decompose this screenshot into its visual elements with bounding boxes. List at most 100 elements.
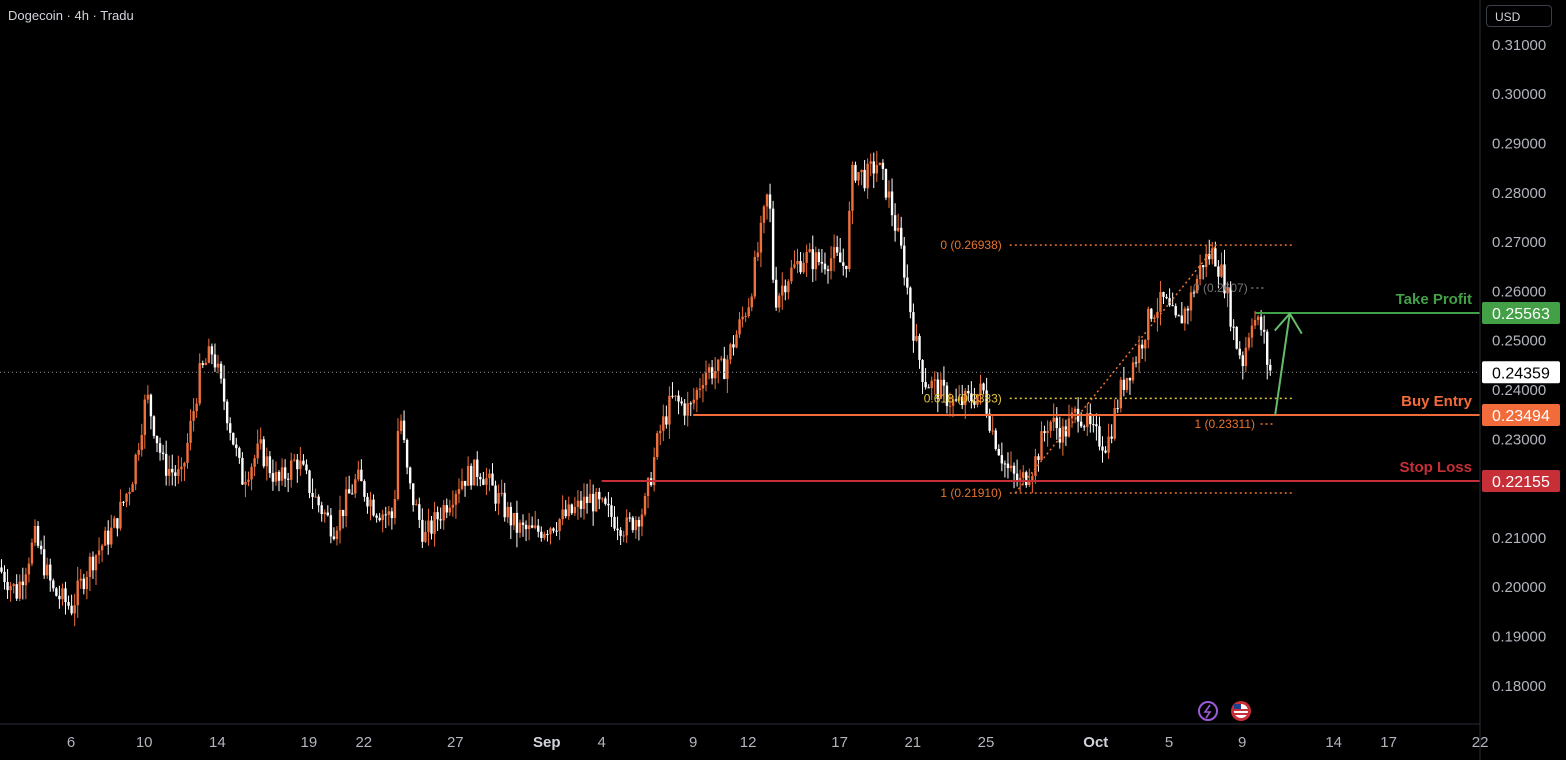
candle-body — [1232, 326, 1235, 328]
candle-body — [1116, 408, 1119, 410]
candle-body — [399, 420, 403, 431]
candle-body — [283, 467, 287, 479]
x-tick-label: 10 — [136, 734, 153, 751]
candle-body — [436, 512, 439, 520]
candle-body — [171, 468, 174, 473]
candle-body — [1101, 446, 1104, 451]
candle-body — [347, 489, 351, 494]
candle-body — [1040, 431, 1043, 461]
candle-body — [1095, 424, 1098, 427]
candle-body — [229, 423, 232, 433]
candle-body — [729, 344, 732, 360]
candle-body — [820, 262, 824, 264]
candle-body — [896, 227, 900, 231]
candle-body — [759, 222, 763, 253]
candle-body — [756, 252, 760, 258]
candle-body — [463, 480, 467, 486]
candle-body — [448, 507, 452, 513]
candle-body — [457, 489, 461, 494]
candle-body — [677, 395, 680, 402]
candle-body — [369, 499, 372, 507]
candle-body — [1058, 428, 1062, 443]
candle-body — [268, 456, 272, 474]
candle-body — [1226, 287, 1229, 294]
candle-body — [299, 460, 302, 470]
candle-body — [207, 346, 211, 363]
candle-body — [225, 401, 229, 424]
candle-body — [973, 401, 976, 405]
fib2-level-label: 0 (0.2607) — [1193, 281, 1248, 295]
candle-body — [1186, 308, 1190, 311]
candle-body — [427, 520, 430, 532]
candle-body — [811, 249, 814, 270]
candle-body — [1150, 308, 1153, 319]
candle-body — [1198, 265, 1202, 280]
candle-body — [454, 493, 458, 505]
candle-body — [628, 517, 631, 519]
level-name-label: Take Profit — [1396, 291, 1472, 308]
candle-body — [790, 267, 793, 282]
candle-body — [909, 287, 912, 313]
y-tick-label: 0.30000 — [1492, 86, 1546, 103]
candle-body — [857, 172, 860, 181]
candle-body — [640, 514, 644, 527]
candle-body — [33, 525, 37, 543]
candle-body — [829, 258, 833, 271]
x-tick-label: 17 — [1380, 734, 1397, 751]
candle-body — [866, 163, 869, 189]
candle-body — [317, 496, 320, 506]
candle-body — [579, 500, 583, 509]
candle-body — [119, 501, 122, 529]
candle-body — [393, 499, 397, 519]
candle-body — [567, 504, 570, 517]
current-price-tag — [1482, 361, 1560, 384]
candle-body — [613, 516, 616, 529]
candle-body — [335, 530, 339, 540]
candle-body — [1049, 421, 1052, 431]
candle-body — [274, 471, 278, 482]
candle-body — [445, 505, 448, 513]
candle-body — [1214, 248, 1217, 267]
candle-body — [363, 481, 366, 497]
candle-body — [305, 464, 308, 471]
candle-body — [555, 530, 558, 532]
candle-body — [814, 252, 818, 270]
y-tick-label: 0.20000 — [1492, 579, 1546, 596]
candle-body — [808, 249, 811, 252]
candle-body — [854, 164, 857, 181]
candle-body — [616, 528, 619, 531]
fib-level-label: 1 (0.21910) — [940, 486, 1001, 500]
candle-body — [509, 506, 513, 526]
candle-body — [396, 430, 400, 500]
currency-selector[interactable]: USD — [1486, 5, 1552, 27]
y-tick-label: 0.29000 — [1492, 136, 1546, 153]
candle-body — [1177, 315, 1180, 317]
candle-body — [701, 385, 705, 389]
candle-body — [390, 511, 394, 519]
candle-body — [1125, 377, 1129, 390]
candle-body — [643, 496, 647, 515]
candle-body — [6, 582, 9, 591]
candle-body — [668, 395, 671, 425]
candle-body — [222, 378, 226, 402]
candle-body — [271, 473, 275, 482]
candle-body — [1067, 418, 1071, 437]
candle-body — [494, 485, 497, 504]
x-tick-label: 6 — [67, 734, 75, 751]
candle-body — [506, 506, 509, 518]
candle-body — [1223, 264, 1226, 294]
candle-body — [0, 567, 3, 572]
candle-body — [741, 316, 744, 320]
fib-level-label: 0.618 (0.2383) — [924, 391, 1002, 405]
candle-body — [88, 556, 92, 577]
candle-body — [1079, 421, 1083, 427]
candle-body — [915, 335, 918, 341]
lightning-icon[interactable] — [1198, 701, 1218, 721]
candle-body — [839, 252, 842, 263]
candle-body — [887, 191, 891, 198]
candle-body — [476, 459, 479, 477]
candle-body — [204, 362, 208, 365]
candle-body — [180, 466, 183, 470]
candle-body — [695, 390, 699, 400]
